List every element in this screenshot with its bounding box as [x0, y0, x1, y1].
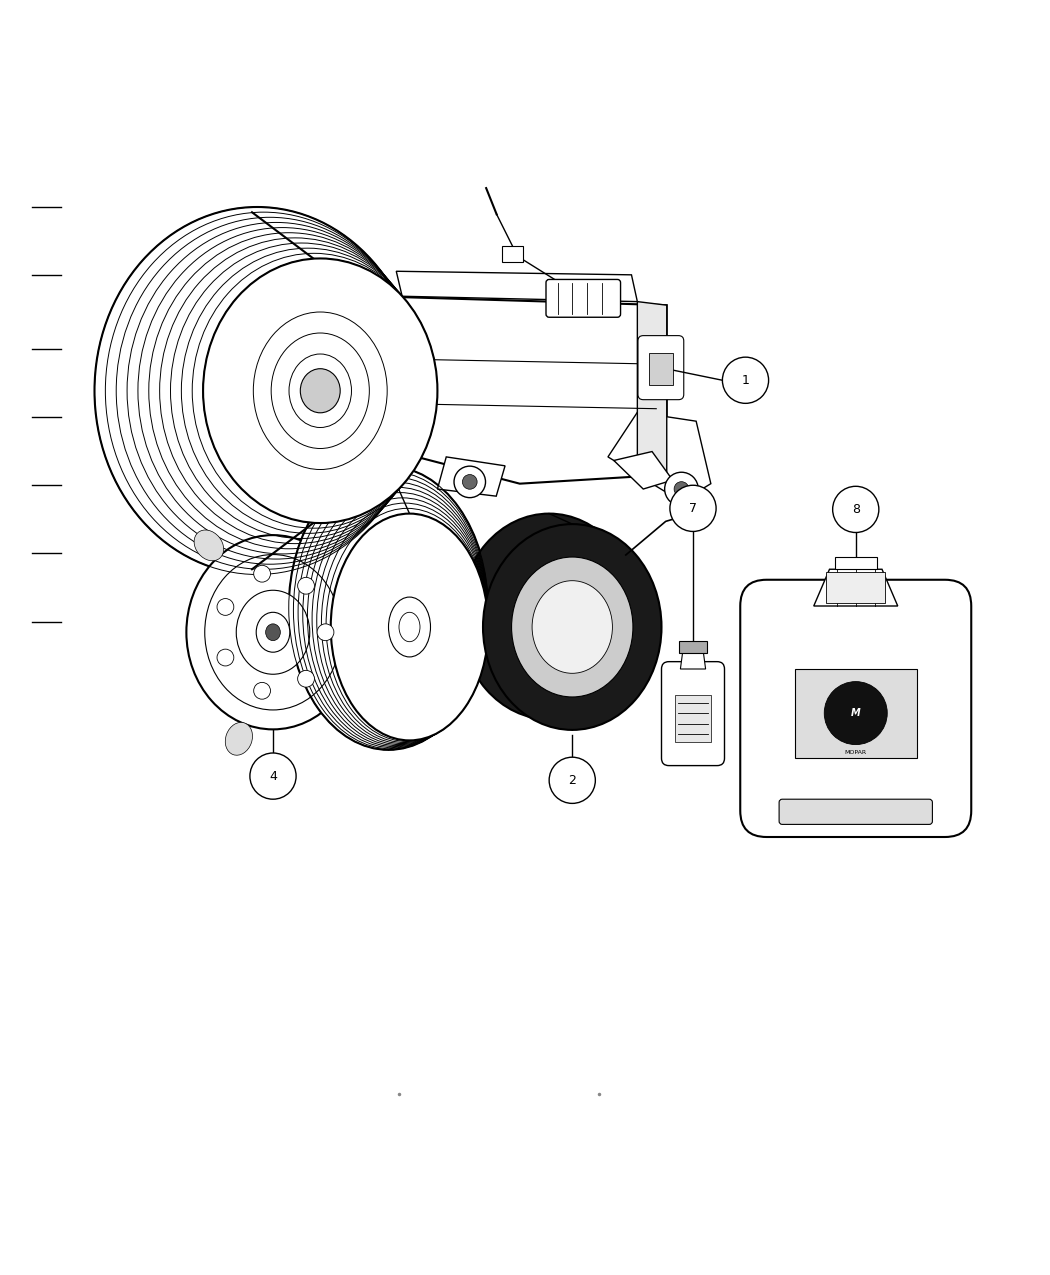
Ellipse shape [532, 580, 612, 673]
Text: 4: 4 [269, 770, 277, 783]
Circle shape [297, 578, 314, 594]
FancyBboxPatch shape [662, 662, 724, 765]
Circle shape [297, 671, 314, 687]
Bar [675, 695, 711, 742]
Polygon shape [614, 451, 673, 490]
Circle shape [722, 357, 769, 403]
Bar [835, 557, 877, 569]
Polygon shape [680, 653, 706, 669]
Ellipse shape [236, 590, 310, 674]
Polygon shape [438, 456, 505, 496]
Circle shape [454, 467, 485, 497]
Ellipse shape [511, 557, 633, 697]
Circle shape [833, 486, 879, 533]
Polygon shape [608, 412, 711, 501]
Polygon shape [373, 296, 667, 483]
Bar [679, 640, 707, 653]
FancyBboxPatch shape [546, 279, 621, 317]
Text: M: M [850, 708, 861, 718]
Text: 8: 8 [852, 502, 860, 516]
Ellipse shape [94, 207, 420, 575]
Polygon shape [637, 302, 667, 474]
Polygon shape [814, 569, 898, 606]
Circle shape [824, 682, 887, 745]
Ellipse shape [226, 723, 252, 755]
Ellipse shape [203, 259, 438, 523]
Circle shape [254, 565, 271, 583]
Polygon shape [396, 272, 637, 302]
Ellipse shape [351, 580, 383, 607]
Circle shape [254, 682, 271, 699]
Circle shape [317, 623, 334, 640]
Ellipse shape [483, 524, 662, 729]
Ellipse shape [460, 514, 638, 719]
Text: MOPAR: MOPAR [844, 751, 867, 756]
Text: 7: 7 [689, 502, 697, 515]
Polygon shape [684, 492, 710, 520]
Ellipse shape [256, 612, 290, 653]
Text: 1: 1 [741, 374, 750, 386]
FancyBboxPatch shape [638, 335, 684, 399]
Circle shape [674, 482, 689, 496]
Ellipse shape [289, 467, 488, 750]
Ellipse shape [194, 530, 224, 561]
Ellipse shape [300, 368, 340, 413]
Circle shape [549, 757, 595, 803]
Ellipse shape [331, 514, 488, 741]
Circle shape [217, 598, 234, 616]
Circle shape [665, 472, 698, 506]
FancyBboxPatch shape [740, 580, 971, 836]
Circle shape [250, 754, 296, 799]
Bar [795, 669, 917, 759]
Circle shape [462, 474, 477, 490]
FancyBboxPatch shape [779, 799, 932, 825]
Ellipse shape [399, 612, 420, 641]
Bar [649, 353, 673, 385]
Circle shape [217, 649, 234, 666]
Circle shape [670, 486, 716, 532]
Ellipse shape [187, 536, 359, 729]
Bar [826, 572, 885, 603]
Ellipse shape [388, 597, 430, 657]
Text: 2: 2 [568, 774, 576, 787]
Bar [502, 246, 523, 261]
Ellipse shape [266, 623, 280, 640]
